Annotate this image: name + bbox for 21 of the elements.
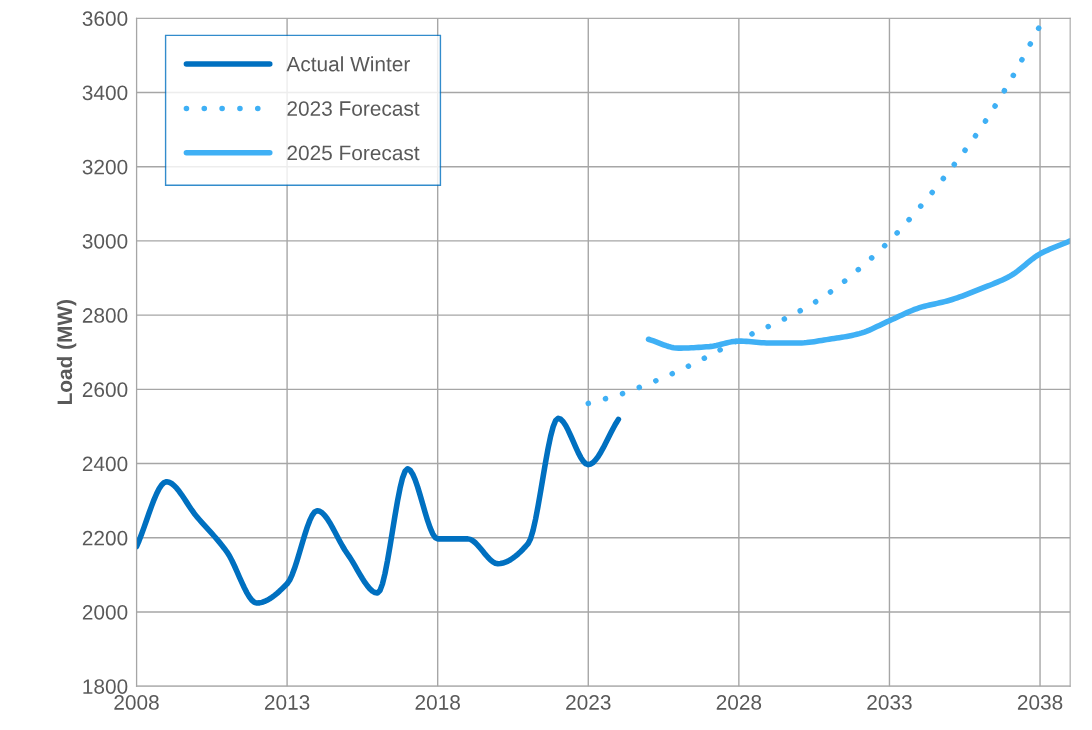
legend-label: 2023 Forecast	[287, 101, 420, 116]
y-tick-label: 3400	[82, 85, 128, 101]
x-tick-label: 2038	[1017, 695, 1063, 710]
legend-label: Actual Winter	[286, 56, 410, 72]
y-tick-label: 3000	[82, 233, 128, 249]
y-tick-label: 3200	[82, 159, 128, 175]
y-tick-label: 2200	[82, 530, 128, 546]
x-tick-label: 2033	[867, 695, 912, 710]
y-tick-label: 2000	[82, 604, 128, 620]
y-tick-label: 2600	[82, 382, 128, 398]
y-tick-label: 1800	[83, 679, 128, 694]
y-tick-label: 3600	[82, 11, 128, 26]
y-axis-title: Load (MW)	[56, 300, 77, 405]
x-tick-label: 2013	[264, 695, 310, 710]
y-tick-label: 2400	[82, 456, 128, 472]
x-tick-label: 2008	[114, 695, 159, 710]
x-tick-label: 2018	[415, 695, 460, 710]
x-tick-label: 2023	[566, 695, 611, 710]
y-tick-label: 2800	[82, 308, 128, 323]
legend-label: 2025 Forecast	[287, 145, 420, 161]
x-tick-label: 2028	[716, 695, 762, 710]
